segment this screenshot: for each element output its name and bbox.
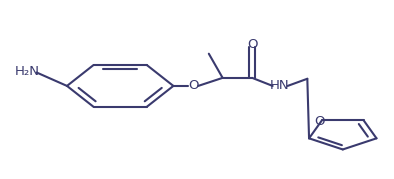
- Text: H₂N: H₂N: [15, 65, 40, 78]
- Text: O: O: [247, 38, 257, 51]
- Text: O: O: [188, 79, 198, 92]
- Text: O: O: [315, 115, 325, 128]
- Text: HN: HN: [270, 79, 290, 92]
